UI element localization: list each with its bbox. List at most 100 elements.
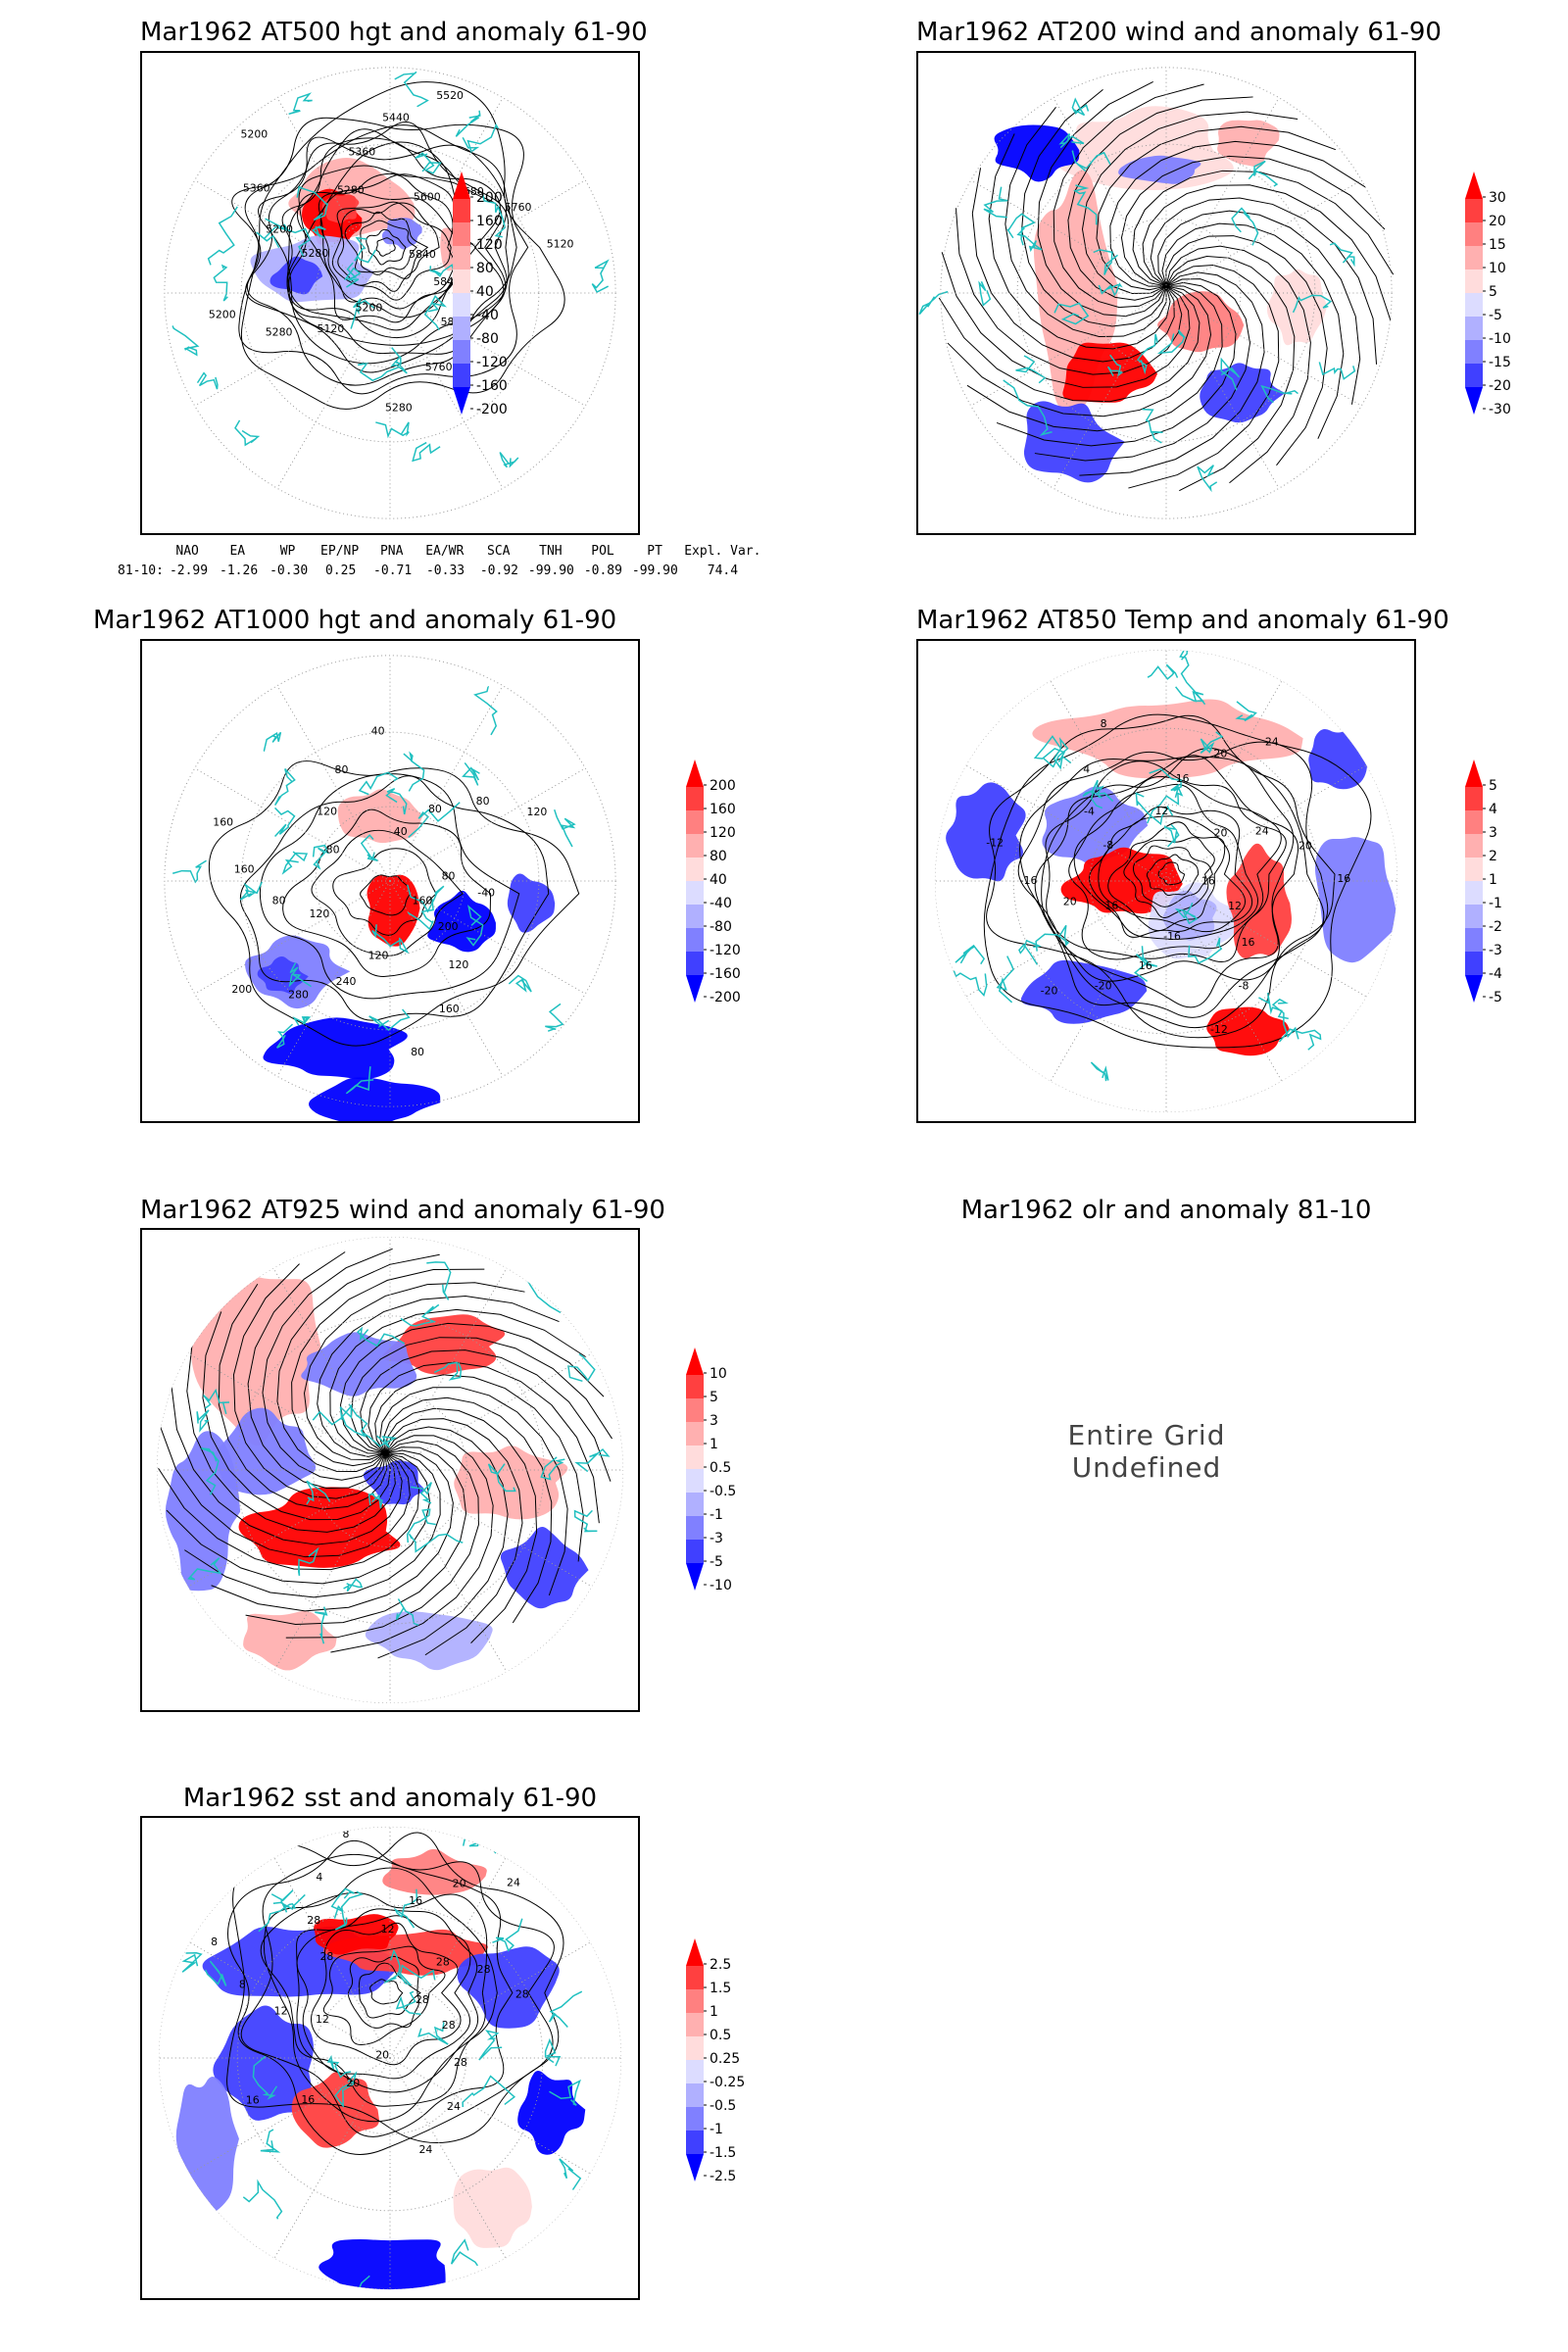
- anomaly-shading: [365, 1611, 493, 1671]
- colorbar-top-arrow: [453, 172, 470, 199]
- meridian: [389, 292, 586, 407]
- colorbar-tick-label: -10: [1489, 331, 1511, 347]
- indices-row-label: 81-10:: [118, 564, 164, 578]
- coastline: [955, 944, 986, 965]
- coastline: [1231, 207, 1259, 246]
- colorbar-segment: [686, 2083, 704, 2107]
- contour-label: 28: [515, 1987, 529, 2000]
- anomaly-shading: [1020, 959, 1148, 1024]
- contour-label: 5200: [209, 308, 236, 320]
- streamline: [368, 1361, 600, 1524]
- contour-line: [296, 1915, 471, 2080]
- coastline: [412, 441, 441, 463]
- coastline: [591, 259, 610, 293]
- meridian: [1165, 179, 1362, 294]
- coastline: [343, 1578, 364, 1592]
- contour-line: [1132, 845, 1213, 907]
- colorbar-at200: 30 20 15 10 5 -5 -10 -15 -20 -30: [1465, 172, 1544, 446]
- contour-label: 24: [1265, 736, 1279, 749]
- anomaly-shading: [1308, 728, 1367, 790]
- contour-line: [239, 775, 550, 1021]
- meridian: [389, 179, 586, 294]
- anomaly-shading: [994, 124, 1080, 182]
- anomaly-shading: [321, 194, 360, 223]
- coastline: [426, 1261, 452, 1300]
- contour-label: 16: [1242, 936, 1255, 949]
- coastline: [274, 807, 296, 837]
- latitude-circle: [940, 67, 1393, 519]
- meridian: [389, 685, 504, 882]
- streamline: [1165, 256, 1296, 492]
- coastline: [306, 1480, 331, 1505]
- contour-line: [311, 1922, 462, 2066]
- map-at925: [156, 1236, 624, 1704]
- streamline: [1165, 245, 1311, 484]
- contour-label: 28: [319, 1950, 333, 1963]
- coastline: [283, 223, 312, 258]
- coastline: [1098, 282, 1123, 297]
- colorbar-tick-label: 10: [710, 1366, 727, 1382]
- streamline: [947, 285, 1212, 417]
- coastline: [1071, 97, 1090, 117]
- index-value: -99.90: [527, 564, 574, 578]
- contour-label: 40: [371, 725, 385, 738]
- coastline: [1134, 946, 1157, 982]
- teleconnection-indices: NAO EA WP EP/NP PNA EA/WR SCA TNH POL PT Expl. Var…: [118, 542, 764, 581]
- colorbar-tick-label: -80: [476, 331, 499, 347]
- index-value: -0.71: [373, 564, 413, 578]
- colorbar-at925: 10 5 3 1 0.5 -0.5 -1 -3 -5 -10: [686, 1348, 764, 1622]
- coastline: [1091, 779, 1114, 803]
- anomaly-shading: [1042, 786, 1149, 865]
- colorbar-tick-label: 120: [710, 825, 736, 841]
- coastline: [1015, 355, 1047, 384]
- contour-line: [322, 1945, 446, 2045]
- contour-label: 20: [1214, 826, 1228, 839]
- coastline: [1090, 1061, 1109, 1082]
- contour-label: -12: [1210, 1023, 1228, 1036]
- colorbar-tick-label: 200: [710, 778, 736, 794]
- streamline: [360, 1349, 612, 1482]
- map-at200: [918, 67, 1395, 519]
- coastline: [368, 1008, 411, 1032]
- coastline: [1258, 993, 1289, 1020]
- map-frame-at200: [916, 51, 1416, 535]
- coastline: [312, 844, 329, 870]
- streamline: [1053, 83, 1204, 309]
- contour-label: 12: [316, 2013, 329, 2026]
- meridian: [194, 292, 391, 407]
- coastline: [1016, 227, 1043, 253]
- coastline: [288, 962, 312, 988]
- contour-label: 160: [413, 894, 433, 906]
- colorbar-bottom-arrow: [1465, 387, 1483, 415]
- streamline: [379, 1387, 568, 1596]
- contour-label: 20: [453, 1878, 466, 1890]
- contour-label: 120: [309, 907, 329, 920]
- colorbar-segment: [453, 270, 470, 293]
- colorbar-at1000: 200 160 120 80 40 -40 -80 -120 -160 -200: [686, 760, 764, 1034]
- map-layer: [156, 1236, 624, 1704]
- coastline: [1235, 701, 1257, 722]
- streamline: [186, 1345, 396, 1533]
- anomaly-shading: [946, 782, 1026, 882]
- colorbar-segment: [1465, 293, 1483, 317]
- contour-line: [260, 1891, 488, 2107]
- colorbar-tick-label: -0.5: [710, 1484, 736, 1499]
- meridian: [389, 97, 504, 294]
- coastline: [978, 280, 992, 307]
- coastline: [1147, 663, 1179, 680]
- coastline: [1106, 354, 1124, 377]
- coastline: [407, 884, 445, 913]
- colorbar-top-arrow: [686, 1348, 704, 1375]
- colorbar-tick-label: 0.5: [710, 1460, 731, 1476]
- coastline: [423, 295, 447, 331]
- map-layer: 16 12 16 -8 -12 -16 16 -20 -20 16 20 -16 -12 -8 -4 4 8 12…: [934, 649, 1398, 1113]
- anomaly-shading: [507, 873, 556, 933]
- streamline: [202, 1311, 391, 1521]
- contour-line: [1045, 760, 1287, 962]
- colorbar-segment: [686, 1398, 704, 1422]
- meridian: [389, 880, 504, 1077]
- colorbar-bottom-arrow: [453, 387, 470, 415]
- colorbar-segment: [686, 881, 704, 905]
- contour-label: 5360: [243, 181, 270, 194]
- contour-label: 28: [436, 1956, 450, 1969]
